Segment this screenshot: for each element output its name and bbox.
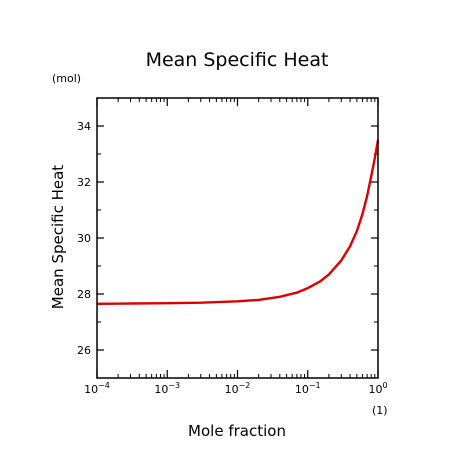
y-tick-label: 30 (77, 232, 91, 245)
y-tick-label: 26 (77, 344, 91, 357)
x-tick-label: 100 (368, 381, 387, 396)
x-tick-exponent: −2 (239, 381, 251, 390)
y-tick-label: 32 (77, 176, 91, 189)
x-tick-label: 10−2 (225, 381, 251, 396)
x-unit-label: (1) (372, 404, 388, 417)
x-tick-exponent: 0 (382, 381, 387, 390)
x-tick-label: 10−3 (154, 381, 180, 396)
x-tick-label: 10−1 (295, 381, 321, 396)
y-tick-label: 34 (77, 120, 91, 133)
ticks: 26 28 30 32 34 10−4 10−3 10−2 10−1 100 (77, 97, 388, 396)
series-line (96, 139, 380, 305)
x-tick-exponent: −3 (168, 381, 180, 390)
x-tick-label: 10−4 (84, 381, 110, 396)
plot-lines (96, 139, 380, 305)
plot-frame (96, 97, 379, 379)
y-tick-label: 28 (77, 288, 91, 301)
x-tick-exponent: −4 (98, 381, 110, 390)
x-axis-label: Mole fraction (188, 422, 286, 440)
y-unit-label: (mol) (52, 72, 81, 85)
x-tick-exponent: −1 (309, 381, 321, 390)
y-axis-label: Mean Specific Heat (49, 165, 67, 309)
chart-title: Mean Specific Heat (146, 49, 329, 71)
